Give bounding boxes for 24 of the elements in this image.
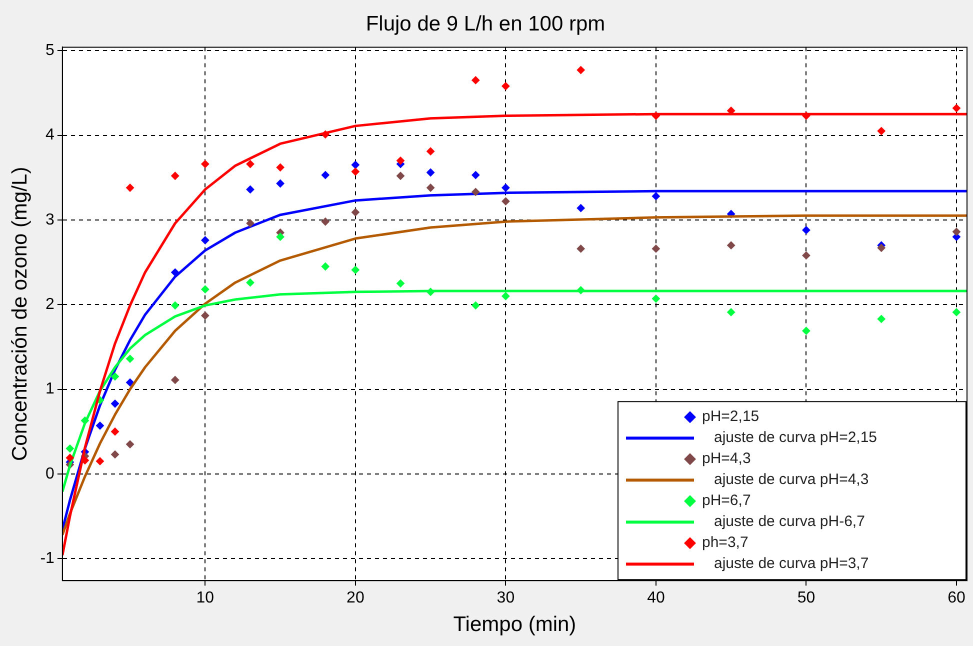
- y-tick-label: 0: [46, 465, 55, 482]
- legend-label: ajuste de curva pH=4,3: [714, 471, 869, 488]
- x-axis-title: Tiempo (min): [453, 613, 576, 636]
- x-tick-label: 60: [948, 590, 966, 607]
- legend-label: pH=2,15: [702, 408, 760, 426]
- legend-label: ph=3,7: [702, 534, 748, 552]
- chart-title: Flujo de 9 L/h en 100 rpm: [366, 12, 606, 36]
- legend-label: pH=6,7: [702, 492, 751, 510]
- y-tick-label: 2: [46, 296, 55, 313]
- legend-label: ajuste de curva pH=2,15: [714, 429, 878, 446]
- y-axis-title: Concentración de ozono (mg/L): [8, 166, 32, 461]
- legend-label: pH=4,3: [702, 450, 751, 468]
- y-tick-label: 1: [46, 380, 55, 398]
- y-tick-label: -1: [40, 550, 55, 567]
- y-tick-label: 5: [46, 42, 55, 59]
- y-tick-label: 3: [46, 211, 55, 228]
- legend-label: ajuste de curva pH=3,7: [714, 555, 869, 572]
- x-tick-label: 40: [647, 590, 665, 607]
- x-tick-label: 50: [797, 590, 816, 607]
- y-tick-label: 4: [46, 126, 55, 144]
- x-tick-label: 30: [496, 590, 515, 607]
- x-tick-label: 20: [346, 590, 364, 607]
- legend-label: ajuste de curva pH-6,7: [714, 513, 865, 530]
- x-tick-label: 10: [196, 590, 214, 607]
